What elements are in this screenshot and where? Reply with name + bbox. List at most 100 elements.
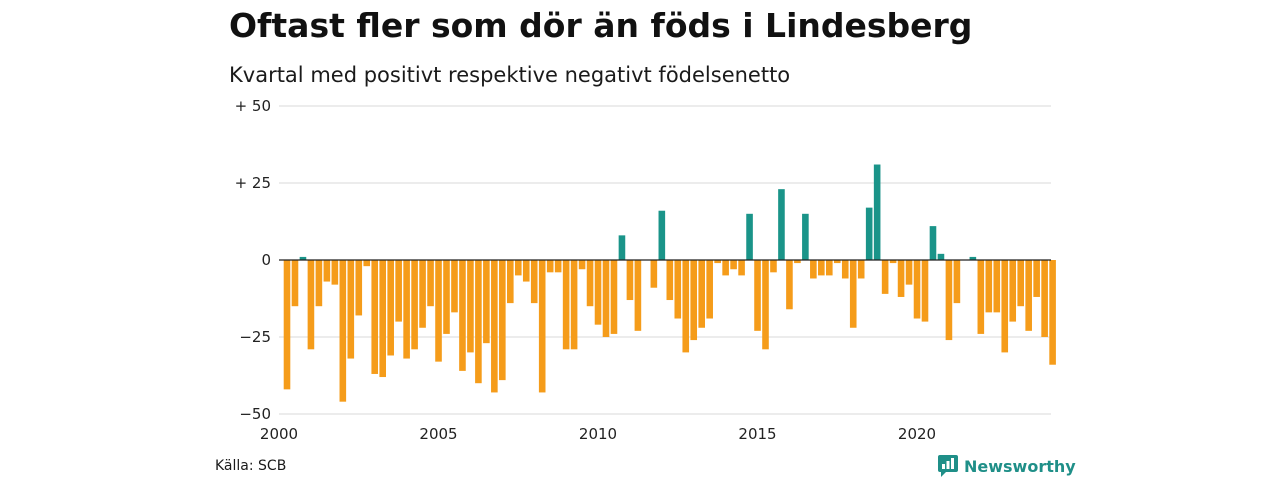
bar-2007Q1 [507,260,514,304]
bar-2022Q2 [993,260,1001,313]
bar-2018Q3 [873,164,881,260]
bar-2015Q2 [770,260,777,273]
bar-2019Q2 [897,260,905,297]
bar-2011Q3 [650,260,658,288]
bar-2013Q2 [706,260,713,319]
bar-2016Q2 [802,213,809,260]
bar-2005Q1 [443,260,450,334]
bar-2003Q4 [403,260,410,359]
bar-2004Q4 [435,260,442,362]
bar-2010Q2 [610,260,618,334]
bar-2016Q3 [810,260,817,279]
bar-2014Q4 [754,260,761,331]
bar-2019Q1 [889,260,897,264]
bar-2013Q4 [722,260,729,276]
bar-2011Q1 [634,260,642,331]
bar-2023Q2 [1025,260,1032,331]
y-tick-label: −25 [239,328,271,346]
bar-2012Q1 [666,260,674,301]
bar-2016Q1 [794,260,801,264]
bar-2012Q3 [682,260,690,353]
y-tick-label: 0 [261,251,271,269]
bar-2011Q4 [658,210,666,260]
bar-2021Q1 [953,260,961,304]
bar-2021Q3 [969,256,977,260]
bar-2006Q1 [475,260,482,384]
x-tick-label: 2010 [579,425,617,443]
x-tick-label: 2020 [898,425,936,443]
bar-2007Q4 [530,260,538,304]
bar-2012Q2 [674,260,682,319]
bar-2018Q1 [857,260,865,279]
bar-2014Q3 [746,213,753,260]
bar-2009Q4 [594,260,602,325]
bar-2015Q4 [786,260,793,310]
brand-name: Newsworthy [964,456,1076,476]
x-tick-label: 2005 [419,425,457,443]
bar-2008Q3 [554,260,562,273]
bar-2014Q1 [730,260,737,270]
bar-2017Q3 [841,260,849,279]
bar-2002Q2 [355,260,363,316]
bar-2005Q2 [451,260,458,313]
bar-2008Q2 [546,260,554,273]
bar-2001Q4 [339,260,347,402]
bar-2021Q4 [977,260,985,334]
y-tick-label: + 50 [235,97,271,115]
y-tick-label: + 25 [235,174,271,192]
bar-2017Q4 [849,260,857,328]
bar-2001Q1 [315,260,323,307]
bar-2009Q3 [586,260,594,307]
bar-2000Q2 [291,260,299,307]
bar-2022Q3 [1001,260,1009,353]
bar-2014Q2 [738,260,745,276]
bar-2003Q2 [387,260,394,356]
x-tick-label: 2015 [738,425,776,443]
bar-2009Q1 [570,260,578,350]
bar-2000Q3 [299,256,307,260]
bar-2001Q3 [331,260,339,285]
bar-2020Q2 [929,226,937,260]
bar-2002Q1 [347,260,355,359]
bar-2006Q3 [491,260,498,393]
bar-2020Q4 [945,260,953,341]
bar-2010Q1 [602,260,610,337]
bar-2010Q4 [626,260,634,301]
bar-2002Q3 [363,260,371,267]
bar-2004Q3 [427,260,434,307]
bar-2017Q2 [833,260,841,264]
bar-2019Q4 [913,260,921,319]
bar-2024Q1 [1049,260,1056,365]
y-tick-label: −50 [239,405,271,423]
bar-2000Q1 [283,260,291,390]
bar-2013Q1 [698,260,705,328]
bar-2002Q4 [371,260,379,374]
source-note: Källa: SCB [215,458,287,474]
bar-2019Q3 [905,260,913,285]
bar-2020Q1 [921,260,929,322]
bar-2007Q2 [514,260,522,276]
bar-2006Q2 [483,260,490,344]
bar-2008Q1 [538,260,546,393]
bar-2010Q3 [618,235,626,260]
bar-2005Q3 [459,260,466,371]
newsworthy-logo-icon [938,455,958,477]
bar-2022Q4 [1009,260,1017,322]
bar-2003Q3 [395,260,402,322]
bar-2022Q1 [985,260,993,313]
bar-2005Q4 [467,260,474,353]
bar-2000Q4 [307,260,315,350]
bar-2016Q4 [818,260,825,276]
bar-2009Q2 [578,260,586,270]
chart-title: Oftast fler som dör än föds i Lindesberg [229,6,973,45]
bar-2004Q1 [411,260,418,350]
bar-2001Q2 [323,260,331,282]
bar-2017Q1 [826,260,833,276]
bar-2007Q3 [522,260,530,282]
bar-2023Q1 [1017,260,1024,307]
bar-2004Q2 [419,260,426,328]
bar-2015Q3 [778,189,785,260]
x-tick-label: 2000 [260,425,298,443]
bar-2018Q2 [865,207,873,260]
